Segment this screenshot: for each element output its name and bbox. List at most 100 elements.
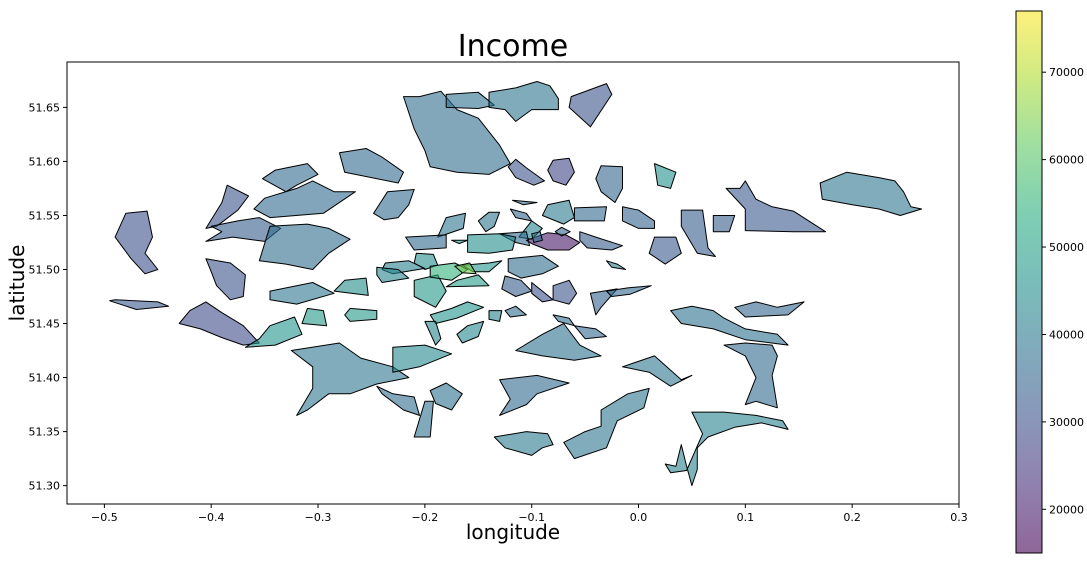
region [445,274,490,288]
region [606,285,652,297]
region [253,180,356,219]
region [205,258,246,301]
region [413,400,434,438]
region [114,210,159,275]
region [507,254,559,279]
region [512,199,538,206]
region [819,171,923,216]
region [563,387,650,460]
region [680,209,716,257]
region [573,206,607,222]
region [712,215,736,233]
region [670,305,789,346]
region [579,231,623,251]
region [573,325,607,340]
y-axis-ticks: 51.30 51.35 51.40 51.45 51.50 51.55 51.60 51.65 [29,101,67,493]
y-tick-label: 51.60 [29,155,61,168]
region [734,301,805,318]
region [622,355,693,387]
region [429,382,463,411]
region [552,279,578,305]
x-tick-label: 0.2 [843,511,861,524]
region [424,320,442,346]
region [654,163,677,189]
y-tick-label: 51.50 [29,263,61,276]
region [723,342,778,409]
region [541,199,575,225]
region [333,277,369,296]
region [344,307,378,322]
x-axis-ticks: −0.5 −0.4 −0.3 −0.2 −0.1 0.0 0.1 0.2 0.3 [91,504,968,524]
chart-title: Income [458,29,568,64]
regions-layer [109,81,923,487]
region [445,91,495,109]
x-tick-label: 0.1 [737,511,755,524]
region [290,342,410,416]
region [493,431,554,456]
y-tick-label: 51.55 [29,209,61,222]
region [451,239,469,245]
x-tick-label: −0.1 [518,511,545,524]
y-tick-label: 51.45 [29,318,61,331]
region [454,262,477,275]
colorbar [1015,10,1043,554]
colorbar-tick-label: 50000 [1049,241,1084,254]
region [488,81,559,122]
x-tick-label: 0.3 [950,511,968,524]
region [403,90,511,175]
region [269,282,335,305]
colorbar-ticks: 20000 30000 40000 50000 60000 70000 [1042,66,1084,516]
region [531,282,554,303]
region [554,226,571,237]
region [376,385,420,416]
y-axis-label: latitude [5,245,29,322]
x-tick-label: −0.4 [198,511,225,524]
colorbar-tick-label: 20000 [1049,503,1084,516]
region [405,234,447,251]
region [456,320,485,344]
y-tick-label: 51.35 [29,426,61,439]
region [467,233,517,254]
y-tick-label: 51.40 [29,372,61,385]
region [437,212,466,238]
region [725,180,826,233]
region [507,158,545,186]
region [258,223,351,270]
x-tick-label: 0.0 [630,511,648,524]
region [109,299,169,310]
colorbar-tick-label: 40000 [1049,328,1084,341]
region [531,231,543,243]
region [338,148,404,184]
region [504,305,527,318]
region [648,236,682,265]
region [392,344,453,373]
x-tick-label: −0.2 [412,511,439,524]
x-tick-label: −0.5 [91,511,118,524]
y-tick-label: 51.30 [29,480,61,493]
region [664,411,789,487]
colorbar-tick-label: 60000 [1049,154,1084,167]
region [244,316,303,348]
region [547,157,575,186]
colorbar-tick-label: 30000 [1049,416,1084,429]
x-axis-label: longitude [466,520,560,544]
region [205,217,282,242]
region [606,260,627,270]
region [373,189,415,221]
region [301,307,328,327]
region [499,374,570,416]
region [595,165,623,203]
region [622,206,655,229]
region [477,211,501,233]
region [501,275,533,297]
region [515,323,602,361]
y-tick-label: 51.65 [29,101,61,114]
region [488,310,503,322]
x-tick-label: −0.3 [305,511,332,524]
region [376,266,410,283]
colorbar-tick-label: 70000 [1049,66,1084,79]
region [568,83,613,128]
region [262,163,319,193]
plot-frame [66,61,960,505]
